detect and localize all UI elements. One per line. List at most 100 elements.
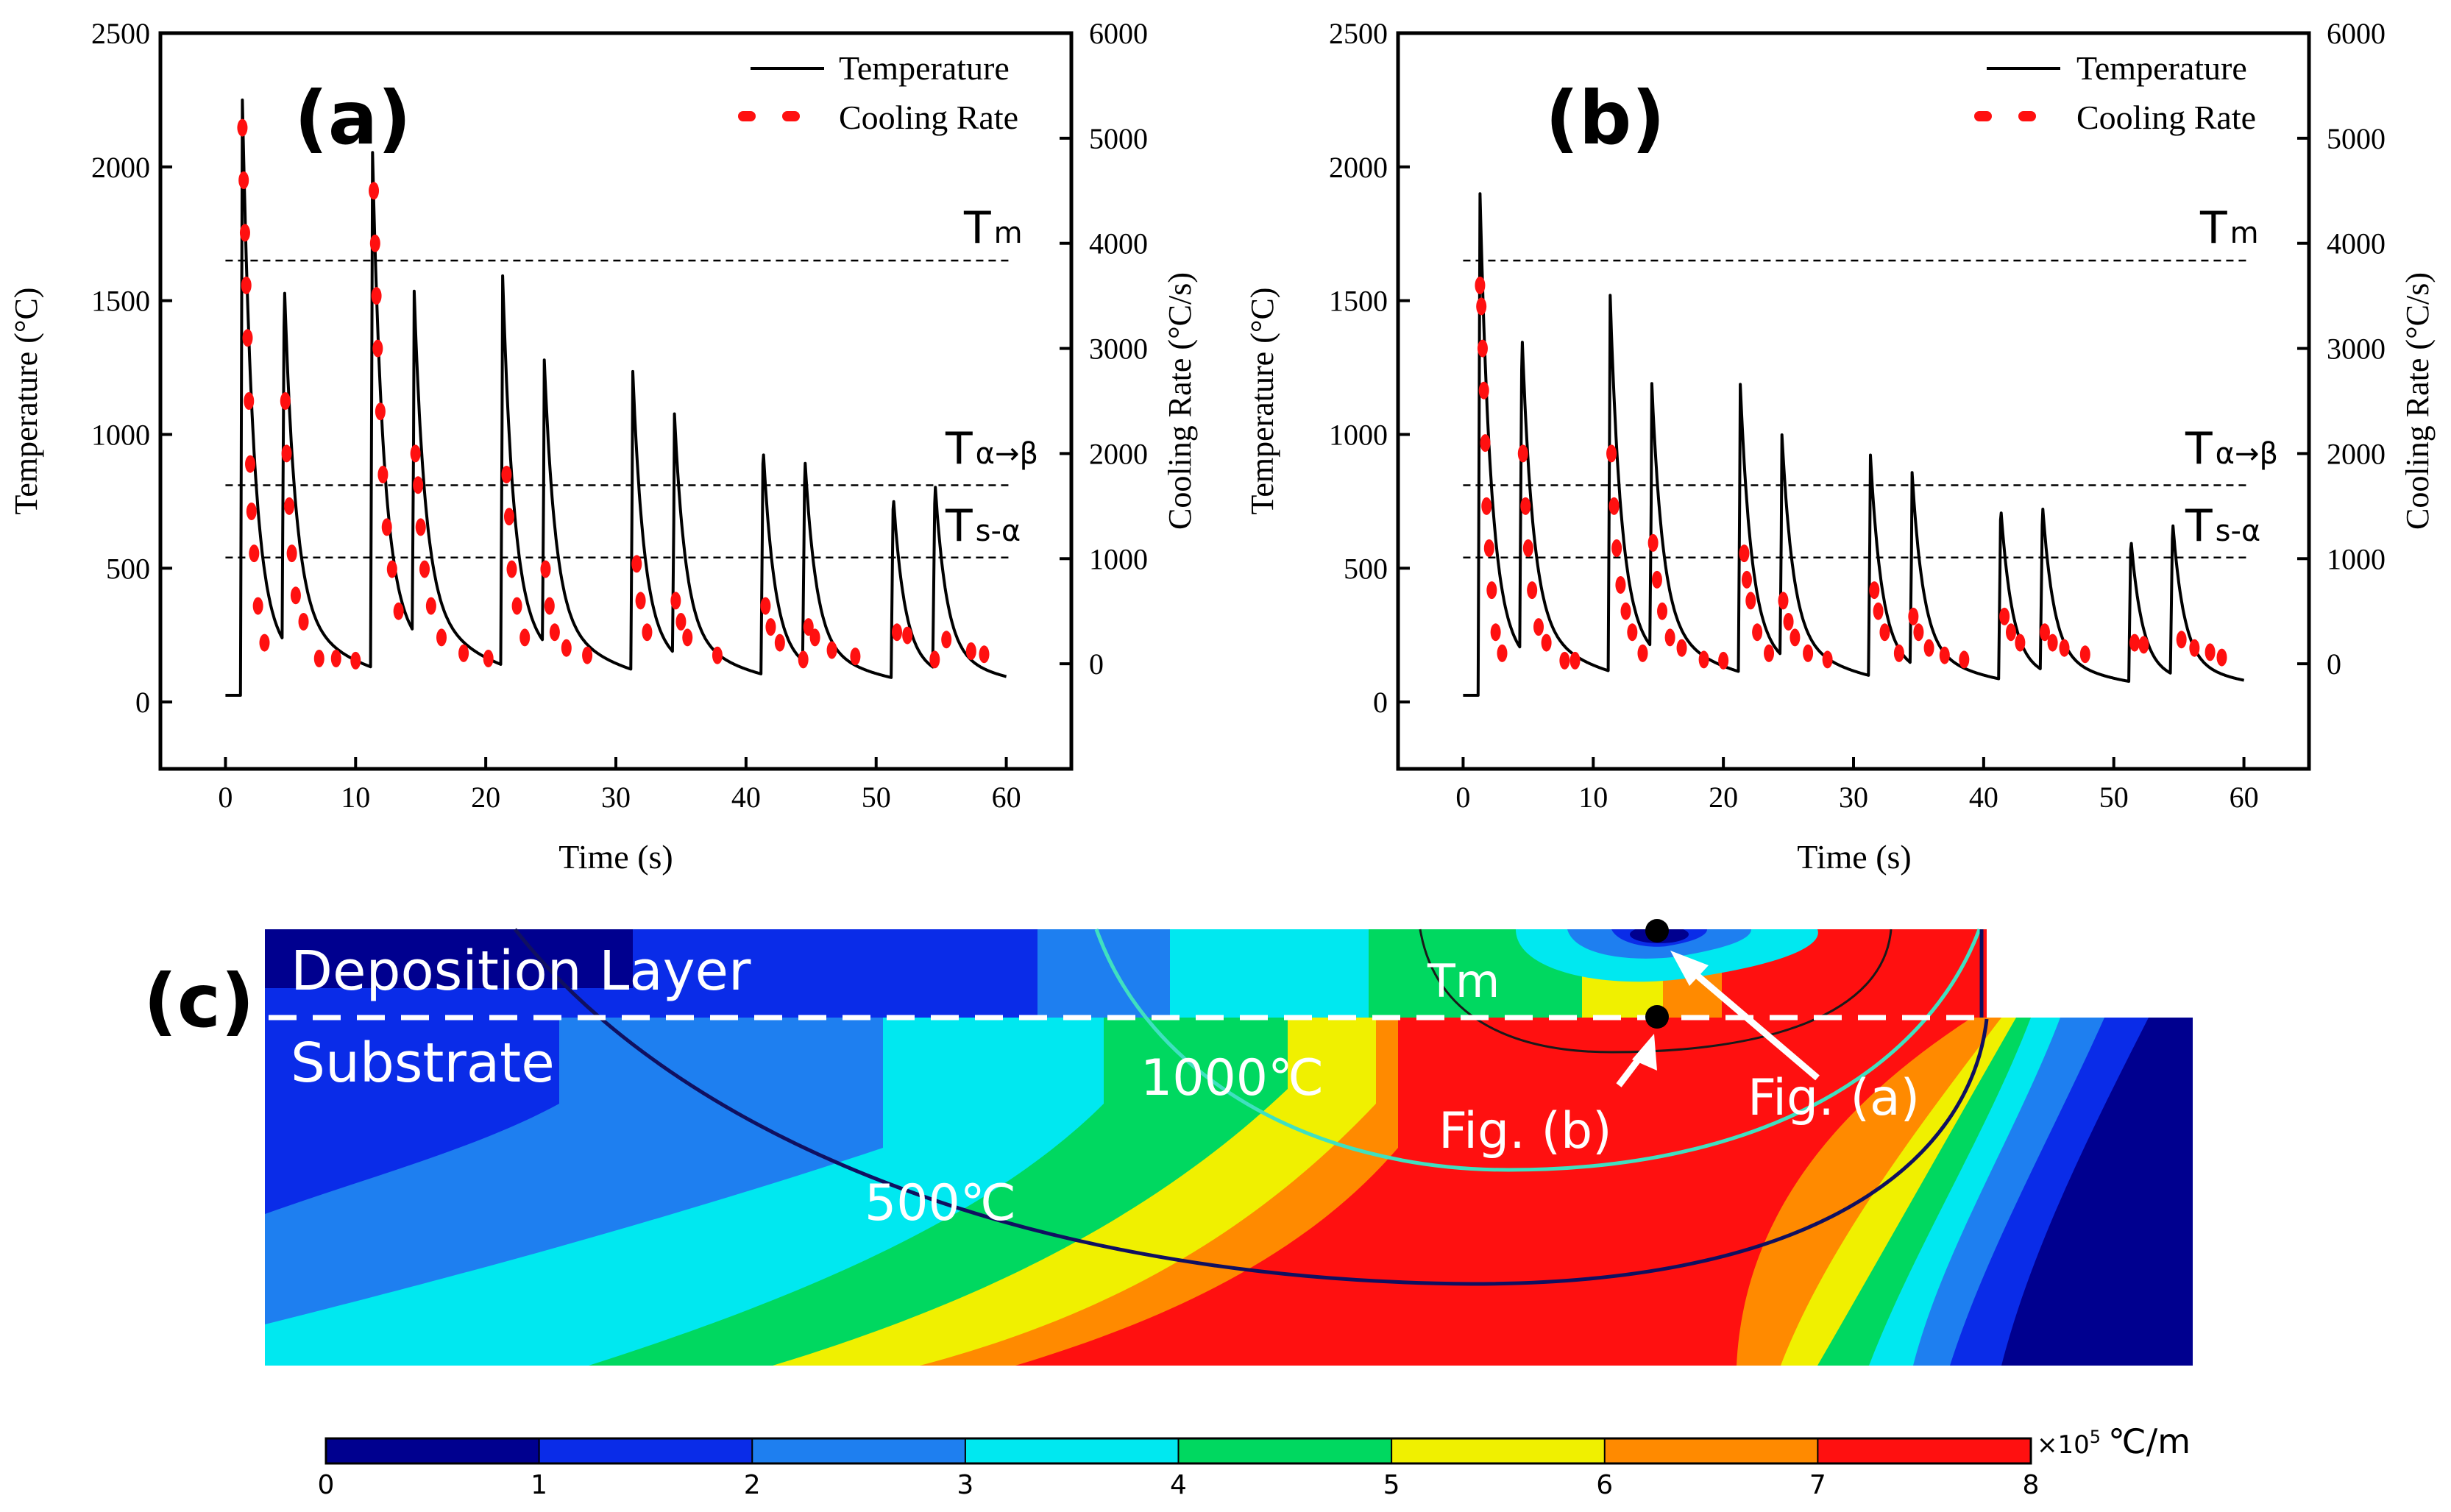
isotherms: [514, 928, 1989, 1286]
colorbar-ticks: 0 1 2 3 4 5 6 7 8: [318, 1438, 2039, 1500]
cooling-rate-point: [826, 641, 837, 659]
cooling-rate-point: [2129, 633, 2140, 652]
x-tick-label: 60: [992, 781, 1021, 814]
cooling-rate-point: [675, 613, 687, 631]
cooling-rate-point: [1475, 276, 1486, 294]
cooling-rate-point: [259, 633, 270, 652]
x-tick-label: 0: [1455, 781, 1470, 814]
cooling-rate-point: [1657, 602, 1668, 620]
cooling-rate-point: [1476, 297, 1487, 316]
cooling-rate-point: [413, 476, 424, 494]
cooling-rate-point: [670, 592, 681, 610]
y-tick-label: 500: [106, 552, 150, 585]
y2-axis-label: Cooling Rate (°C/s): [2399, 272, 2436, 530]
isotherm-500-label: 500℃: [865, 1174, 1016, 1232]
colorbar-tick-label: 0: [318, 1470, 335, 1500]
cooling-rate-point: [369, 182, 380, 200]
x-tick-label: 30: [601, 781, 631, 814]
colorbar-tick-label: 1: [531, 1470, 547, 1500]
gradient-map-panel: (c): [143, 919, 2193, 1500]
y-tick-label: 2500: [91, 17, 150, 50]
cooling-rate-point: [377, 466, 389, 483]
cooling-rate-point: [425, 597, 436, 615]
cooling-rate-point: [410, 444, 421, 463]
x-axis-label: Time (s): [1797, 838, 1912, 876]
y2-tick-label: 0: [2327, 647, 2341, 681]
y2-ticks: 0 1000 2000 3000 4000 5000 6000: [1060, 17, 1148, 681]
x-tick-label: 30: [1839, 781, 1868, 814]
y-tick-label: 2000: [1329, 151, 1388, 184]
cooling-rate-point: [941, 631, 952, 649]
legend-temperature-label: Temperature: [839, 49, 1010, 87]
cooling-rate-point: [241, 276, 252, 294]
cooling-rate-point: [246, 503, 257, 520]
cooling-rate-point: [2205, 643, 2216, 661]
cooling-rate-point: [1533, 618, 1544, 636]
substrate-label: Substrate: [291, 1032, 555, 1095]
cooling-rate-point: [642, 623, 653, 642]
legend-temperature-label: Temperature: [2076, 49, 2247, 87]
cooling-rate-point: [1497, 644, 1508, 662]
cooling-rate-point: [1559, 651, 1570, 670]
y-axis-label: Temperature (°C): [1244, 288, 1280, 515]
y2-tick-label: 3000: [2327, 333, 2386, 366]
cooling-rate-point: [1698, 650, 1709, 669]
colorbar-tick-label: 7: [1809, 1470, 1826, 1500]
cooling-rate-point: [238, 171, 249, 189]
legend-cooling-rate-label: Cooling Rate: [2076, 99, 2256, 136]
cooling-rate-point: [1939, 646, 1950, 664]
cooling-rate-point: [1627, 623, 1638, 642]
cooling-rate-point: [313, 650, 324, 667]
cooling-rate-point: [2047, 633, 2058, 652]
cooling-rate-point: [765, 618, 776, 636]
x-tick-label: 50: [2099, 781, 2129, 814]
cooling-rate-point: [1490, 623, 1501, 642]
cooling-rate-point: [1611, 539, 1622, 557]
cooling-rate-point: [511, 597, 522, 615]
legend: Temperature Cooling Rate: [738, 49, 1018, 136]
cooling-rate-point: [298, 613, 309, 631]
y-ticks: 0 500 1000 1500 2000 2500: [91, 17, 172, 719]
cooling-rate-point: [540, 560, 551, 578]
chart-panel-a: 0 10 20 30 40 50 60 0 500 1000 1500 2000 2500 0 1000…: [8, 17, 1198, 876]
cooling-rate-point: [1741, 570, 1752, 589]
x-tick-label: 0: [218, 781, 233, 814]
melting-label: Tm: [1427, 954, 1500, 1008]
cooling-rate-point: [1790, 628, 1801, 647]
cooling-rate-point: [1752, 623, 1763, 642]
cooling-rate-point: [1893, 644, 1904, 662]
cooling-rate-point: [1783, 613, 1794, 631]
cooling-rate-point: [375, 402, 386, 421]
cooling-rate-point: [1959, 650, 1970, 669]
cooling-rate-point: [503, 508, 514, 526]
temperature-series: [1462, 192, 2245, 697]
x-tick-label: 60: [2230, 781, 2259, 814]
cooling-rate-point: [1778, 592, 1789, 610]
cooling-rate-point: [372, 339, 383, 358]
colorbar-segment: [752, 1438, 966, 1463]
colorbar-tick-label: 3: [957, 1470, 973, 1500]
cooling-rate-point: [284, 497, 295, 515]
cooling-rate-point: [290, 586, 301, 605]
cooling-rate-point: [381, 518, 392, 536]
cooling-rate-point: [237, 118, 248, 137]
cooling-rate-point: [1869, 581, 1880, 600]
x-axis-label: Time (s): [558, 838, 673, 876]
y2-tick-label: 4000: [1089, 227, 1148, 260]
isotherm-500: [514, 928, 1989, 1286]
y2-tick-label: 4000: [2327, 227, 2386, 260]
colorbar-tick-label: 6: [1596, 1470, 1613, 1500]
colorbar-tick-label: 4: [1170, 1470, 1187, 1500]
cooling-rate-point: [242, 329, 253, 347]
cooling-rate-point: [1517, 444, 1528, 463]
cooling-rate-point: [350, 651, 361, 670]
cooling-rate-point: [1522, 539, 1533, 557]
cooling-rate-point: [902, 626, 913, 645]
cooling-rate-point: [1527, 581, 1538, 600]
legend: Temperature Cooling Rate: [1974, 49, 2256, 136]
plot-frame: [1396, 31, 2311, 771]
cooling-rate-point: [1620, 602, 1631, 620]
cooling-rate-point: [1676, 639, 1687, 657]
